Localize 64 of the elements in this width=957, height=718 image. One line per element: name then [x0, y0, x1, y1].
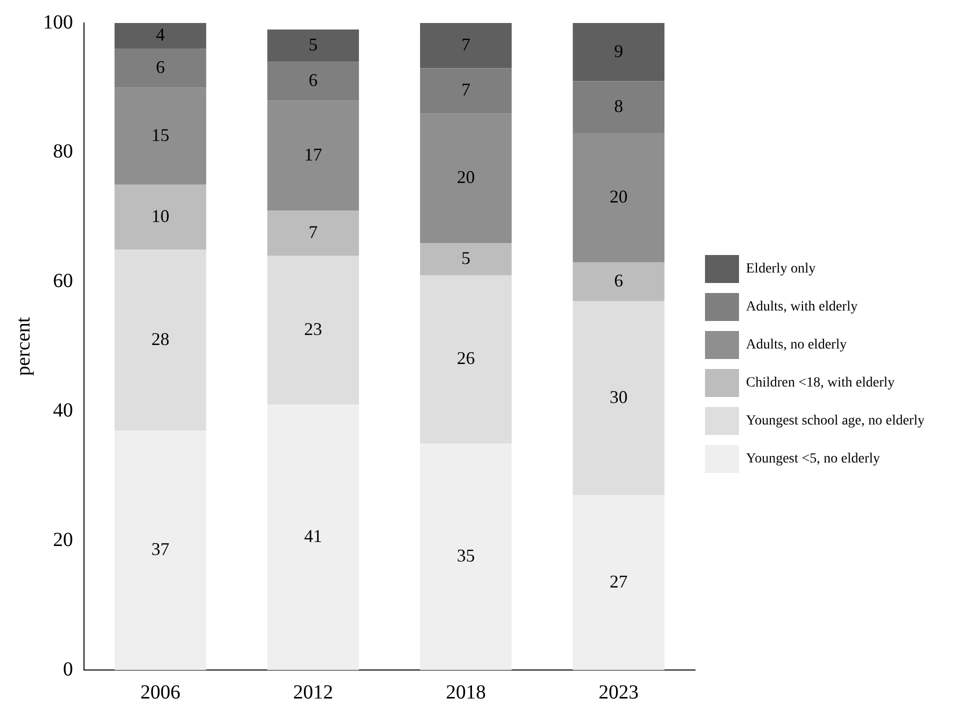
data-label: 7 — [461, 34, 470, 54]
bar — [572, 495, 664, 670]
legend-label: Adults, no elderly — [746, 338, 847, 353]
data-label: 6 — [308, 70, 318, 90]
data-label: 6 — [614, 270, 624, 291]
bar — [114, 48, 206, 88]
legend-label: Adults, with elderly — [746, 300, 858, 315]
y-axis-title: percent — [12, 316, 34, 376]
x-tick-label: 2018 — [446, 681, 486, 704]
data-label: 23 — [304, 319, 322, 340]
bar — [420, 444, 512, 670]
x-tick-label: 2012 — [293, 681, 334, 704]
y-tick-label: 20 — [53, 528, 73, 551]
legend-label: Elderly only — [746, 262, 816, 277]
data-label: 37 — [151, 539, 170, 560]
data-label: 6 — [156, 57, 165, 78]
data-label: 20 — [610, 186, 628, 206]
bar — [420, 68, 512, 114]
data-label: 5 — [461, 248, 470, 268]
data-label: 20 — [456, 167, 475, 188]
bar — [267, 256, 359, 405]
data-label: 4 — [156, 24, 165, 45]
x-tick-label: 2006 — [140, 681, 180, 704]
data-label: 27 — [610, 571, 628, 592]
bar — [267, 29, 359, 62]
data-label: 35 — [456, 546, 475, 566]
data-label: 15 — [151, 124, 170, 145]
legend-label: Children <18, with elderly — [746, 376, 895, 391]
y-tick-label: 0 — [63, 658, 73, 680]
y-tick-label: 40 — [53, 399, 73, 422]
data-label: 30 — [610, 386, 628, 407]
bar — [267, 210, 359, 256]
legend-label: Youngest <5, no elderly — [746, 452, 880, 467]
x-tick-label: 2023 — [598, 681, 639, 704]
data-label: 7 — [461, 80, 470, 100]
data-label: 28 — [151, 328, 170, 349]
bar — [572, 81, 664, 133]
bar — [572, 132, 664, 262]
y-tick-label: 60 — [53, 270, 73, 292]
data-label: 5 — [308, 34, 318, 54]
bar — [420, 114, 512, 243]
bar — [420, 242, 512, 276]
bar — [267, 62, 359, 101]
data-label: 41 — [304, 526, 322, 546]
bar — [114, 23, 206, 49]
data-label: 26 — [456, 348, 475, 368]
bar — [114, 430, 206, 670]
y-tick-label: 80 — [53, 140, 73, 163]
bar — [572, 262, 664, 302]
data-label: 10 — [151, 206, 170, 226]
bar — [114, 249, 206, 431]
data-label: 8 — [614, 96, 624, 116]
bar — [114, 88, 206, 185]
bar — [572, 301, 664, 496]
y-tick-label: 100 — [43, 11, 73, 34]
bar — [572, 23, 664, 82]
bar — [420, 23, 512, 68]
data-label: 7 — [308, 222, 318, 242]
bar — [267, 404, 359, 670]
bar — [114, 184, 206, 250]
bar — [267, 100, 359, 211]
bar — [420, 275, 512, 444]
data-label: 9 — [614, 40, 624, 61]
data-label: 17 — [304, 144, 322, 164]
